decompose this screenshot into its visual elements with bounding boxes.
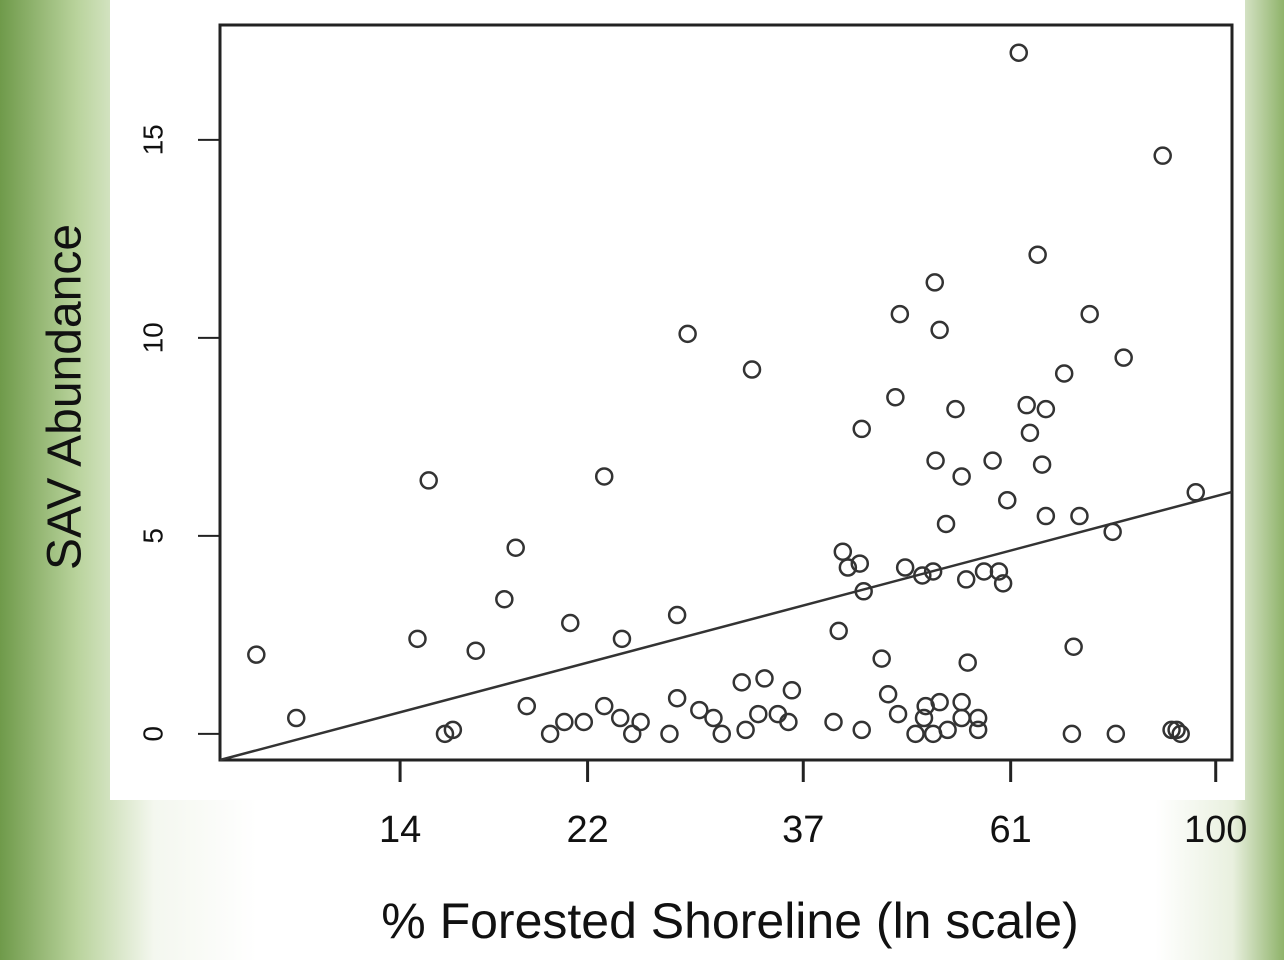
point [1009,43,1029,62]
y-tick-label: 10 [137,322,168,353]
point [878,685,898,704]
x-tick-label: 37 [782,809,824,851]
point [838,558,858,577]
y-axis-label: SAV Abundance [39,224,92,570]
point [852,720,871,740]
x-axis-label: % Forested Shoreline (ln scale) [381,893,1079,949]
point [833,542,853,561]
point [712,724,732,744]
point [895,558,915,577]
x-tick-label: 14 [379,809,421,851]
point [930,692,949,712]
point [540,724,560,744]
fit-line [219,490,1233,762]
point [517,696,537,716]
y-tick-label: 5 [137,528,168,544]
point [749,704,768,724]
point [594,467,614,486]
point [610,708,630,728]
point [1167,720,1186,740]
point [782,681,802,700]
point [872,649,891,668]
point [286,708,306,728]
point [1162,720,1181,740]
point [938,720,957,740]
point [1106,724,1126,744]
point [1054,364,1074,383]
point [998,490,1017,510]
point [631,712,650,732]
point [779,712,798,732]
point [419,471,438,490]
point [890,304,910,324]
point [852,419,871,439]
point [926,451,945,470]
point [690,700,709,720]
point [1028,245,1047,264]
point [946,399,965,419]
point [993,574,1013,593]
point [742,360,762,379]
point [736,720,755,740]
point [983,451,1002,470]
y-tick-label: 15 [137,124,168,155]
point [824,712,843,732]
point [886,388,905,407]
point [1171,724,1190,744]
point [495,589,514,609]
x-tick-label: 61 [990,809,1032,851]
point [704,708,723,728]
point [755,669,774,688]
point [888,704,908,724]
point [936,514,956,534]
x-tick-label: 100 [1184,809,1247,851]
chart-panel [110,0,1245,800]
point [1032,455,1052,474]
point [612,629,632,649]
point [1070,506,1089,526]
point [667,688,687,708]
point [1017,395,1036,415]
point [952,467,971,486]
point [923,562,943,581]
point [1080,304,1099,324]
point [1036,506,1056,526]
point [958,653,977,672]
point [906,724,925,744]
point [850,554,870,573]
point [968,720,988,740]
point [561,613,580,633]
point [1062,724,1082,744]
point [925,273,945,292]
point [574,712,594,732]
point [1036,399,1056,419]
point [678,324,697,344]
point [660,724,679,744]
x-tick-label: 22 [566,809,608,851]
point [930,320,949,340]
y-tick-label: 0 [137,726,168,742]
point [408,629,427,649]
point [443,720,463,740]
point [1020,423,1040,443]
point [829,621,848,641]
point [732,673,751,692]
point [968,708,988,728]
point [1064,637,1083,656]
point [914,708,934,728]
plot-frame [218,23,1234,762]
point [667,605,687,625]
point [555,712,574,732]
point [466,641,485,660]
point [1153,146,1172,165]
point [956,570,976,589]
point [594,696,614,716]
point [506,538,525,557]
point [1114,348,1133,367]
point [247,645,266,664]
point [989,562,1009,581]
